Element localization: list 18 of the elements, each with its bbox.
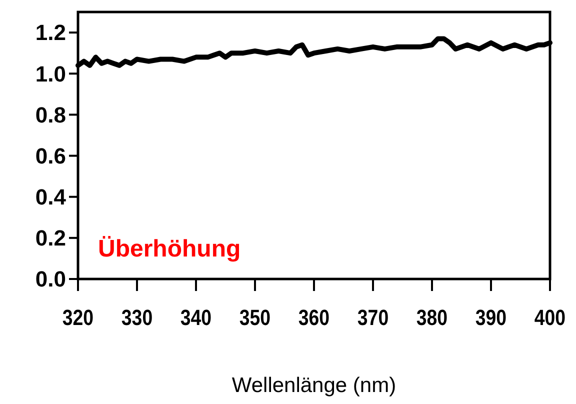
y-tick-label: 0.8 [35,102,66,128]
y-tick-label: 0.2 [35,226,66,251]
y-tick-label: 0.0 [35,266,66,292]
x-tick-label: 380 [416,306,448,330]
x-tick-label: 330 [121,306,153,330]
x-axis-title: Wellenlänge (nm) [232,374,396,397]
x-tick-label: 370 [357,306,389,330]
x-tick-label: 350 [239,306,271,330]
y-tick-label: 1.2 [35,20,66,46]
x-tick-label: 360 [298,306,330,330]
x-tick-label: 340 [180,306,212,330]
x-tick-label: 390 [475,306,507,330]
y-tick-label: 1.0 [35,61,66,86]
y-tick-label: 0.6 [35,143,66,168]
y-tick-label: 0.4 [35,184,67,210]
x-tick-label: 320 [62,306,94,330]
x-tick-label: 400 [534,306,566,330]
annotation: Überhöhung [98,235,241,262]
